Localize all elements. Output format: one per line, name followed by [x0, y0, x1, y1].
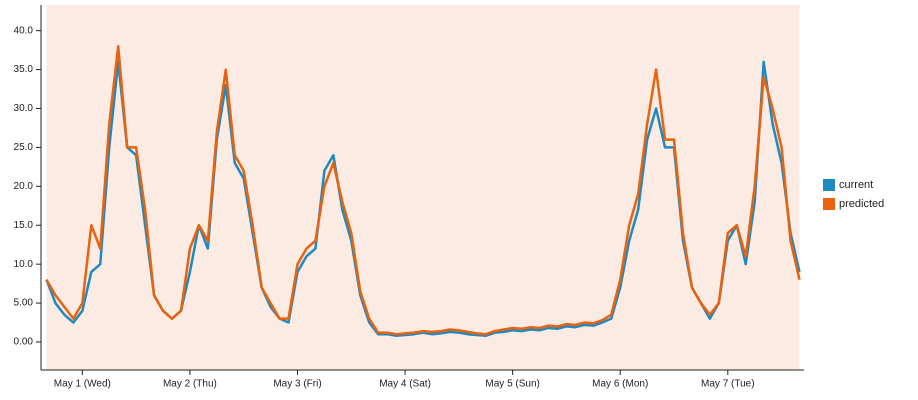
y-tick-label: 0.00 [14, 337, 34, 348]
legend-swatch [823, 198, 835, 210]
y-tick-label: 25.0 [14, 142, 34, 153]
y-tick-label: 20.0 [14, 181, 34, 192]
x-tick-label: May 4 (Sat) [379, 379, 431, 390]
y-tick-label: 40.0 [14, 25, 34, 36]
y-tick-label: 35.0 [14, 64, 34, 75]
y-tick-label: 5.00 [14, 298, 34, 309]
y-tick-label: 30.0 [14, 103, 34, 114]
y-tick-label: 15.0 [14, 220, 34, 231]
x-tick-label: May 3 (Fri) [273, 379, 321, 390]
x-tick-label: May 6 (Mon) [592, 379, 648, 390]
legend-label: predicted [839, 198, 884, 210]
x-tick-label: May 2 (Thu) [163, 379, 217, 390]
x-tick-label: May 5 (Sun) [485, 379, 539, 390]
x-tick-label: May 1 (Wed) [54, 379, 111, 390]
plot-background [46, 5, 800, 370]
x-tick-label: May 7 (Tue) [701, 379, 755, 390]
y-tick-label: 10.0 [14, 259, 34, 270]
legend-label: current [839, 179, 873, 191]
legend-swatch [823, 179, 835, 191]
line-series [45, 44, 801, 336]
